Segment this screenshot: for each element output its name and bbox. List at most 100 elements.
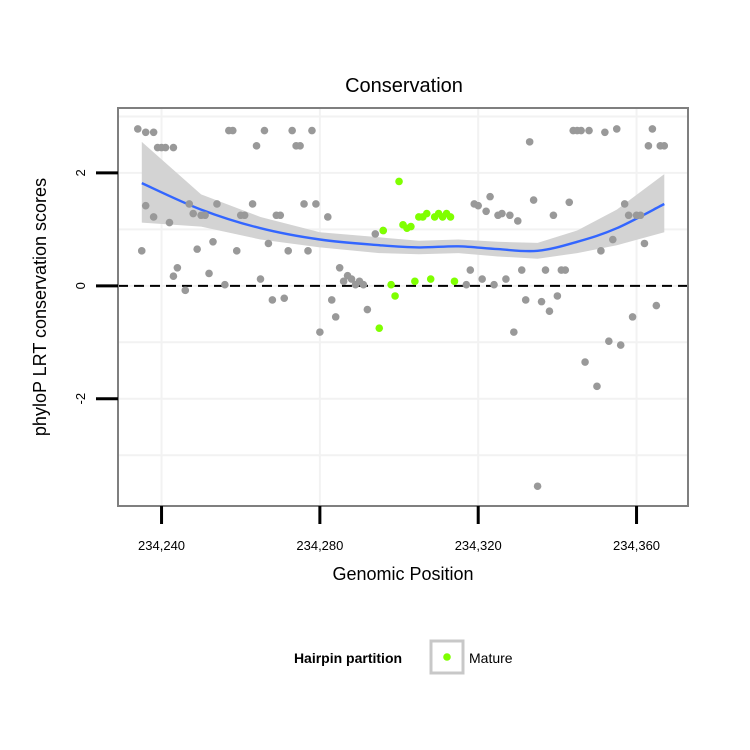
other-point (276, 211, 285, 220)
mature-point (422, 209, 431, 218)
other-point (323, 213, 332, 221)
other-point (616, 341, 625, 349)
other-point (585, 126, 593, 135)
other-point (506, 211, 514, 220)
other-point (502, 275, 510, 283)
other-point (201, 211, 209, 220)
other-point (252, 142, 261, 150)
other-point (205, 269, 213, 278)
y-tick-label: 0 (73, 282, 88, 289)
other-point (240, 211, 249, 220)
other-point (545, 307, 554, 316)
other-point (248, 200, 257, 208)
other-point (363, 305, 372, 314)
other-point (300, 200, 308, 208)
other-point (620, 200, 629, 208)
other-point (553, 292, 562, 300)
other-point (133, 125, 142, 133)
legend-label-mature: Mature (469, 650, 513, 666)
other-points (133, 125, 669, 491)
other-point (232, 247, 241, 255)
other-point (137, 247, 146, 255)
mature-point (375, 324, 384, 332)
other-point (268, 296, 277, 304)
other-point (624, 211, 633, 220)
other-point (533, 482, 542, 491)
other-point (209, 237, 217, 246)
other-point (517, 266, 526, 274)
mature-point (391, 292, 399, 300)
other-point (537, 297, 546, 306)
other-point (331, 313, 340, 321)
other-point (612, 125, 621, 133)
mature-point (395, 177, 403, 186)
mature-point (450, 277, 459, 286)
x-axis-label: Genomic Position (332, 564, 473, 584)
other-point (371, 230, 380, 238)
other-point (193, 245, 201, 253)
y-tick-label: -2 (73, 393, 88, 405)
other-point (141, 128, 150, 137)
mature-point (379, 226, 388, 235)
other-point (308, 126, 316, 135)
other-point (601, 128, 609, 137)
other-point (149, 213, 158, 221)
other-point (482, 207, 490, 216)
other-point (312, 200, 320, 208)
other-point (181, 286, 190, 295)
other-point (529, 196, 538, 204)
other-point (521, 296, 530, 304)
other-point (605, 337, 613, 345)
y-axis: 2 0 -2 (73, 169, 118, 404)
mature-point (387, 280, 395, 289)
mature-point (407, 222, 415, 231)
other-point (525, 138, 534, 146)
other-point (161, 143, 170, 152)
other-point (141, 201, 150, 210)
y-axis-label: phyloP LRT conservation scores (30, 178, 50, 436)
other-point (581, 358, 589, 366)
other-point (169, 143, 178, 152)
other-point (213, 200, 221, 208)
other-point (640, 239, 649, 248)
other-point (549, 211, 558, 220)
other-point (189, 209, 198, 218)
other-point (644, 142, 653, 150)
other-point (474, 201, 483, 210)
other-point (486, 192, 494, 201)
other-point (304, 247, 312, 255)
other-point (565, 198, 574, 207)
other-point (608, 235, 617, 244)
chart-title: Conservation (345, 75, 463, 97)
mature-point (426, 275, 435, 283)
other-point (339, 277, 348, 286)
other-point (466, 266, 475, 274)
other-point (169, 272, 178, 281)
other-point (541, 266, 550, 274)
smooth-fit-line (141, 182, 665, 253)
other-point (577, 126, 585, 135)
legend: Hairpin partition Mature (294, 639, 513, 675)
other-point (347, 275, 356, 283)
panel (117, 107, 689, 507)
other-point (513, 217, 522, 225)
mature-point (411, 277, 419, 286)
other-point (165, 218, 174, 227)
x-tick-label: 234,360 (613, 538, 660, 553)
confidence-band (141, 141, 665, 259)
other-point (256, 275, 265, 283)
other-point (597, 247, 605, 255)
other-point (264, 239, 273, 248)
y-tick-label: 2 (73, 169, 88, 176)
other-point (490, 280, 498, 289)
legend-title: Hairpin partition (294, 650, 402, 666)
other-point (296, 142, 304, 150)
other-point (498, 209, 506, 218)
other-point (280, 294, 289, 303)
mature-point (446, 213, 455, 221)
panel-border (117, 107, 689, 507)
other-point (478, 275, 486, 283)
other-point (316, 328, 324, 336)
legend-key-mature-dot (443, 653, 451, 661)
other-point (628, 313, 637, 321)
